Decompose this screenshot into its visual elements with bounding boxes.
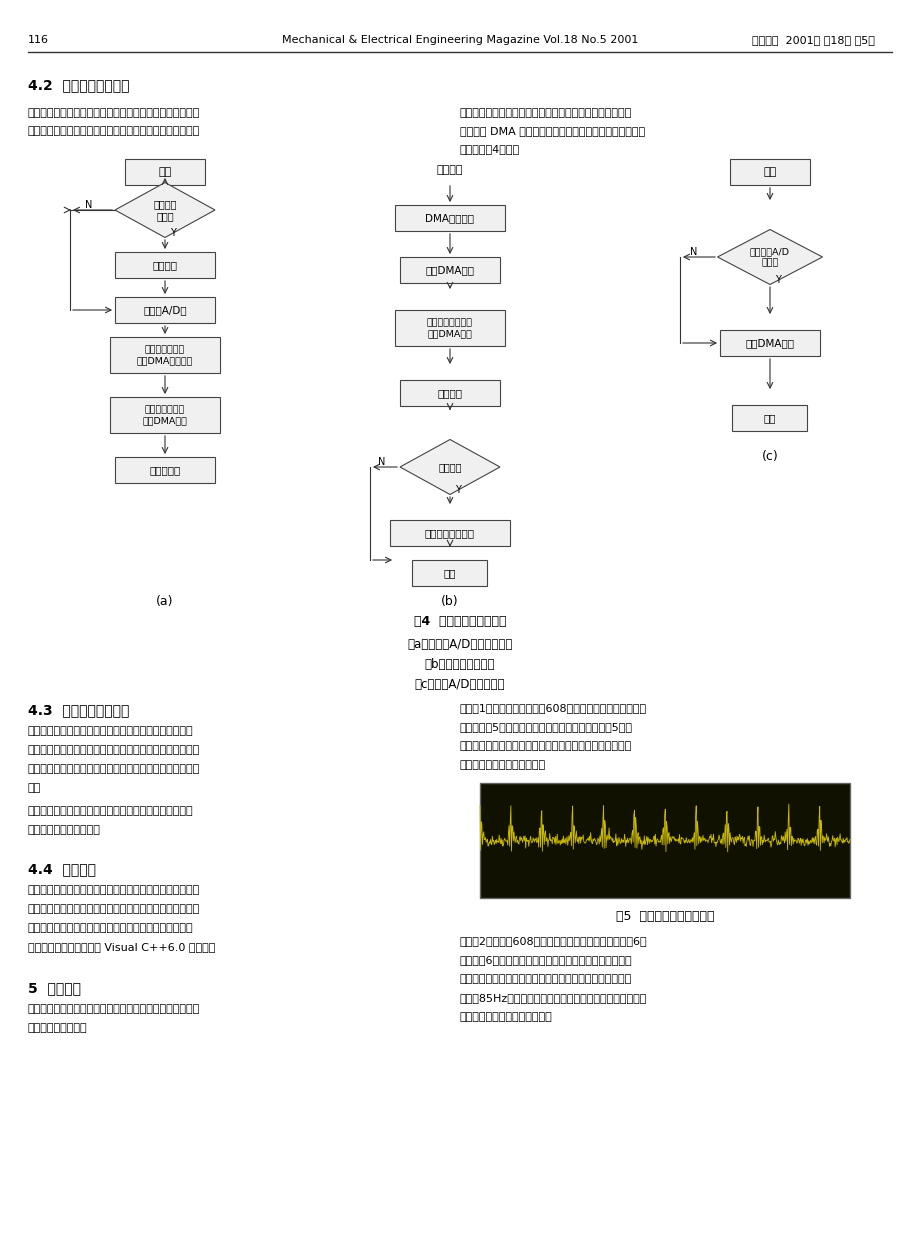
Polygon shape bbox=[400, 440, 499, 495]
Bar bbox=[110, 397, 220, 434]
Text: （1）用本系统测试某一608轴承时的振动信号时域波形: （1）用本系统测试某一608轴承时的振动信号时域波形 bbox=[460, 703, 646, 713]
Text: DMA完成中断: DMA完成中断 bbox=[425, 213, 474, 223]
Text: 5  系统实践: 5 系统实践 bbox=[28, 981, 81, 996]
Text: 转换数据: 转换数据 bbox=[437, 388, 462, 397]
Bar bbox=[412, 559, 487, 586]
Text: 程图，如图4所示。: 程图，如图4所示。 bbox=[460, 145, 519, 155]
Text: Y: Y bbox=[774, 275, 780, 285]
Text: 系统采用 DMA 方式进行数据传送。数据采集程序各模块流: 系统采用 DMA 方式进行数据传送。数据采集程序各模块流 bbox=[460, 126, 644, 136]
Text: 法、标准算法进行设计。: 法、标准算法进行设计。 bbox=[28, 825, 101, 835]
Bar bbox=[390, 520, 509, 546]
Text: N: N bbox=[85, 201, 92, 211]
Text: 等。: 等。 bbox=[28, 782, 41, 792]
Text: 116: 116 bbox=[28, 35, 49, 45]
Text: 停止转换: 停止转换 bbox=[153, 260, 177, 270]
Polygon shape bbox=[717, 229, 822, 284]
Text: 4.2  数据采集程序设计: 4.2 数据采集程序设计 bbox=[28, 78, 130, 92]
Text: 出优美的界面的高级语言 Visual C++6.0 来实现。: 出优美的界面的高级语言 Visual C++6.0 来实现。 bbox=[28, 942, 215, 952]
Text: 结束: 结束 bbox=[763, 412, 776, 422]
Text: 指向另一内存块，
开始DMA转换: 指向另一内存块， 开始DMA转换 bbox=[426, 318, 472, 338]
Text: Mechanical & Electrical Engineering Magazine Vol.18 No.5 2001: Mechanical & Electrical Engineering Maga… bbox=[281, 35, 638, 45]
Text: 是否保存: 是否保存 bbox=[437, 462, 461, 472]
Bar bbox=[115, 297, 215, 323]
Text: 现了整个系统的方便性和友好性，建立良好的人机界面，本: 现了整个系统的方便性和友好性，建立良好的人机界面，本 bbox=[28, 905, 200, 915]
Text: 结束: 结束 bbox=[443, 568, 456, 578]
Text: （2）对某一608轴承的振动信号作频谱分析，如图6所: （2）对某一608轴承的振动信号作频谱分析，如图6所 bbox=[460, 936, 647, 946]
Bar bbox=[732, 405, 807, 431]
Text: 以初步确定轴承外圈存在缺陷。: 以初步确定轴承外圈存在缺陷。 bbox=[460, 1012, 552, 1022]
Text: 开始: 开始 bbox=[158, 167, 172, 177]
Text: 数据分析主要是对于系统采集的大量数据经过必要的: 数据分析主要是对于系统采集的大量数据经过必要的 bbox=[28, 726, 193, 736]
Text: Y: Y bbox=[455, 485, 460, 495]
Text: 处理后采用各种方法进行分析。该模块包括四大部分：数据: 处理后采用各种方法进行分析。该模块包括四大部分：数据 bbox=[28, 745, 200, 755]
Text: N: N bbox=[689, 247, 697, 257]
Text: 内存数据存入文件: 内存数据存入文件 bbox=[425, 528, 474, 538]
Text: (b): (b) bbox=[441, 596, 459, 608]
Text: 统实践的部分结果。: 统实践的部分结果。 bbox=[28, 1023, 87, 1033]
Text: 显示（如图5所示为缩小后的显示示意图）。从图中5可以: 显示（如图5所示为缩小后的显示示意图）。从图中5可以 bbox=[460, 721, 632, 731]
Bar bbox=[125, 159, 205, 184]
Text: 初始化A/D板: 初始化A/D板 bbox=[143, 305, 187, 315]
Text: 4.4  界面管理: 4.4 界面管理 bbox=[28, 862, 96, 876]
Text: （a）初始化A/D板函数流程图: （a）初始化A/D板函数流程图 bbox=[407, 638, 512, 650]
Text: 确定结束A/D
转换？: 确定结束A/D 转换？ bbox=[749, 247, 789, 267]
Text: 预处理、在线特征参数计算、在线频谱分析和离线数据分析: 预处理、在线特征参数计算、在线频谱分析和离线数据分析 bbox=[28, 764, 200, 774]
Text: 分配两块内存，
以备DMA传输使用: 分配两块内存， 以备DMA传输使用 bbox=[137, 345, 193, 365]
Text: 采用数据采集卡进行数据采集，包括：设置采集板地址，选: 采用数据采集卡进行数据采集，包括：设置采集板地址，选 bbox=[28, 126, 200, 136]
Text: 基频亇85Hz，同计算的系统外圈故障特征频率非常接近，可: 基频亇85Hz，同计算的系统外圈故障特征频率非常接近，可 bbox=[460, 993, 647, 1003]
Text: 指向一内存块，
开始DMA转换: 指向一内存块， 开始DMA转换 bbox=[142, 405, 187, 425]
Bar bbox=[394, 206, 505, 231]
Text: 择采样通道、设置采样频率、数据增益、采样方式选择等；: 择采样通道、设置采样频率、数据增益、采样方式选择等； bbox=[460, 108, 631, 118]
Bar bbox=[115, 457, 215, 483]
Bar bbox=[480, 782, 849, 898]
Text: 中断入口: 中断入口 bbox=[437, 164, 463, 174]
Text: 界面管理部分是整个系统的人机对话部分。为分充分体: 界面管理部分是整个系统的人机对话部分。为分充分体 bbox=[28, 885, 200, 895]
Text: （c）停止A/D转换流程图: （c）停止A/D转换流程图 bbox=[414, 678, 505, 692]
Text: 系统采用面向对象编程的既能较快的实现算法又可以设计: 系统采用面向对象编程的既能较快的实现算法又可以设计 bbox=[28, 923, 193, 933]
Text: 机电工程  2001年 第18卷 第5期: 机电工程 2001年 第18卷 第5期 bbox=[752, 35, 874, 45]
Text: 数据采集主要是由计算机控制系统进行数据采集。系统: 数据采集主要是由计算机控制系统进行数据采集。系统 bbox=[28, 108, 200, 118]
Text: 图5  振动检测时域波形显示: 图5 振动检测时域波形显示 bbox=[615, 910, 713, 923]
Polygon shape bbox=[115, 182, 215, 238]
Text: N: N bbox=[378, 457, 385, 467]
Text: 数据分析程序根据数字信号处理的相应的各种处理方: 数据分析程序根据数字信号处理的相应的各种处理方 bbox=[28, 806, 193, 816]
Text: 初始化结束: 初始化结束 bbox=[149, 465, 180, 475]
Bar bbox=[110, 336, 220, 373]
Bar bbox=[720, 330, 819, 356]
Text: 停止DMA转换: 停止DMA转换 bbox=[744, 338, 794, 348]
Text: 的谐峰存在，而且各个谐峰之间存在倍频关系。图中的谐峰: 的谐峰存在，而且各个谐峰之间存在倍频关系。图中的谐峰 bbox=[460, 974, 631, 984]
Text: 停止DMA转换: 停止DMA转换 bbox=[425, 265, 474, 275]
Text: 是否正在
转换？: 是否正在 转换？ bbox=[153, 199, 176, 222]
Bar bbox=[400, 380, 499, 406]
Bar bbox=[729, 159, 809, 184]
Text: Y: Y bbox=[170, 228, 176, 238]
Text: 示。从图6中可以看出，轴承振动信号的频谱图中含有明显: 示。从图6中可以看出，轴承振动信号的频谱图中含有明显 bbox=[460, 954, 632, 964]
Text: 这个轴承存在某种表面损伤。: 这个轴承存在某种表面损伤。 bbox=[460, 760, 546, 770]
Text: 开始: 开始 bbox=[763, 167, 776, 177]
Text: (c): (c) bbox=[761, 450, 777, 464]
Text: 图4  数据采集程序流程图: 图4 数据采集程序流程图 bbox=[414, 616, 505, 628]
Bar bbox=[394, 310, 505, 346]
Text: (a): (a) bbox=[156, 596, 174, 608]
Text: （b）读取数据流程图: （b）读取数据流程图 bbox=[425, 658, 494, 672]
Text: 本系统已在浙江一轴承厂投入实际使用，下面给出该系: 本系统已在浙江一轴承厂投入实际使用，下面给出该系 bbox=[28, 1004, 200, 1014]
Text: 4.3  数据分析程序设计: 4.3 数据分析程序设计 bbox=[28, 703, 130, 716]
Bar bbox=[400, 257, 499, 283]
Bar bbox=[115, 252, 215, 278]
Text: 看出，轴承的振动信号中明显含有冲击波形，所以可以判定: 看出，轴承的振动信号中明显含有冲击波形，所以可以判定 bbox=[460, 741, 631, 751]
